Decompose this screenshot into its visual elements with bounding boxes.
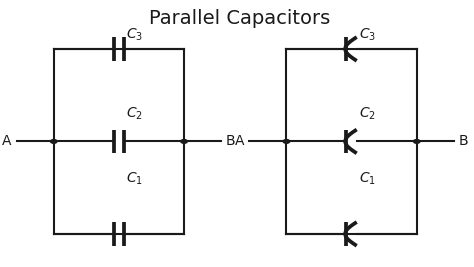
Text: $C_3$: $C_3$ [126, 26, 143, 43]
Text: $C_2$: $C_2$ [359, 105, 375, 122]
Text: A: A [235, 134, 245, 148]
Circle shape [413, 140, 420, 143]
Circle shape [181, 140, 187, 143]
Circle shape [51, 140, 57, 143]
Text: B: B [459, 134, 468, 148]
Text: $C_1$: $C_1$ [359, 170, 375, 187]
Text: Parallel Capacitors: Parallel Capacitors [149, 9, 330, 28]
Circle shape [283, 140, 290, 143]
Text: $C_3$: $C_3$ [359, 26, 376, 43]
Text: B: B [226, 134, 236, 148]
Text: $C_2$: $C_2$ [126, 105, 143, 122]
Text: A: A [2, 134, 12, 148]
Text: $C_1$: $C_1$ [126, 170, 143, 187]
